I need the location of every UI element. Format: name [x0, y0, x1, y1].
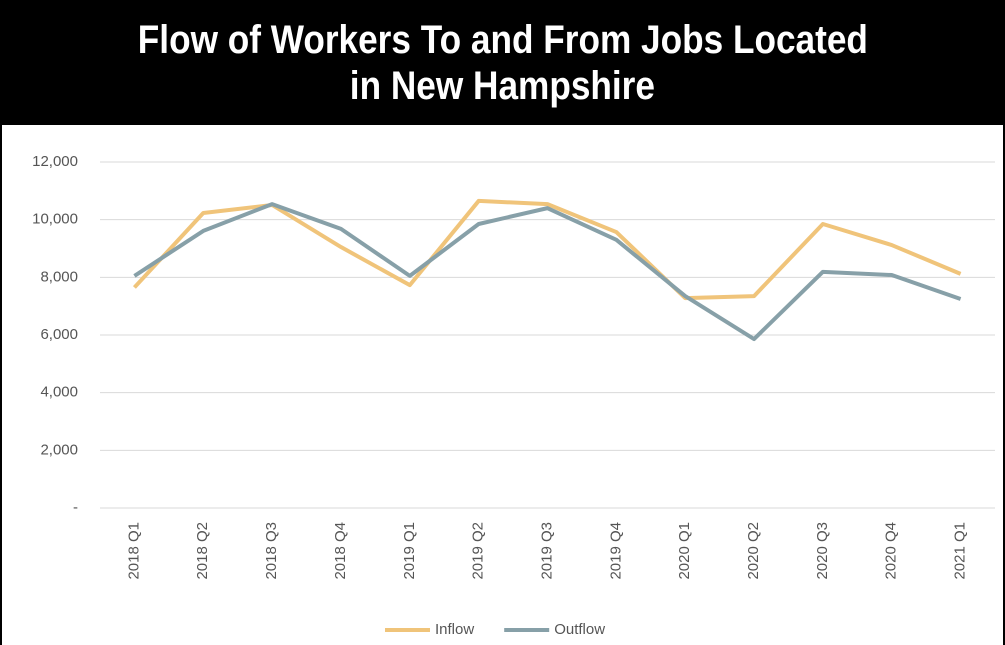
x-tick-label: 2020 Q3 [814, 522, 831, 580]
x-tick-label: 2021 Q1 [952, 522, 969, 580]
y-tick-label: 4,000 [40, 384, 78, 401]
x-tick-label: 2018 Q1 [125, 522, 142, 580]
x-tick-label: 2019 Q2 [470, 522, 487, 580]
series-line [132, 198, 962, 301]
legend-label: Outflow [554, 621, 605, 638]
chart-title: Flow of Workers To and From Jobs Located [137, 17, 868, 62]
x-tick-label: 2020 Q2 [745, 522, 762, 580]
legend-label: Inflow [435, 621, 474, 638]
x-tick-label: 2019 Q1 [401, 522, 418, 580]
y-tick-label: - [73, 499, 78, 516]
x-tick-label: 2018 Q2 [194, 522, 211, 580]
y-tick-label: 10,000 [32, 211, 78, 228]
x-tick-label: 2018 Q3 [263, 522, 280, 580]
series-line [133, 202, 962, 342]
x-tick-label: 2020 Q4 [883, 522, 900, 580]
x-tick-label: 2019 Q3 [538, 522, 555, 580]
x-tick-label: 2020 Q1 [676, 522, 693, 580]
y-tick-label: 6,000 [40, 326, 78, 343]
y-tick-label: 2,000 [40, 441, 78, 458]
x-tick-label: 2019 Q4 [607, 522, 624, 580]
chart-title: in New Hampshire [349, 63, 656, 108]
y-tick-label: 8,000 [40, 268, 78, 285]
y-tick-label: 12,000 [32, 153, 78, 170]
x-tick-label: 2018 Q4 [332, 522, 349, 580]
title-banner: Flow of Workers To and From Jobs Located… [0, 0, 1005, 125]
